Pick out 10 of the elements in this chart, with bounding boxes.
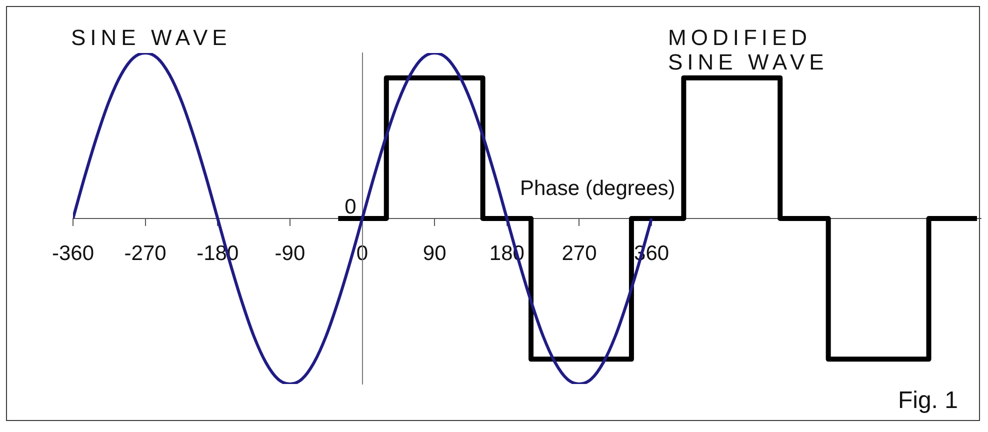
caption: Fig. 1 xyxy=(898,387,958,414)
series-label: SINE WAVE xyxy=(71,25,232,50)
x-tick-label: -360 xyxy=(52,242,94,265)
x-tick-label: -270 xyxy=(124,242,166,265)
x-axis-title: Phase (degrees) xyxy=(520,177,676,200)
x-tick-label: 90 xyxy=(422,242,446,265)
series-label: MODIFIED SINE WAVE xyxy=(668,25,828,74)
annotation: 0 xyxy=(344,196,356,218)
x-tick-label: -90 xyxy=(274,242,306,265)
x-tick-label: 270 xyxy=(562,242,597,265)
